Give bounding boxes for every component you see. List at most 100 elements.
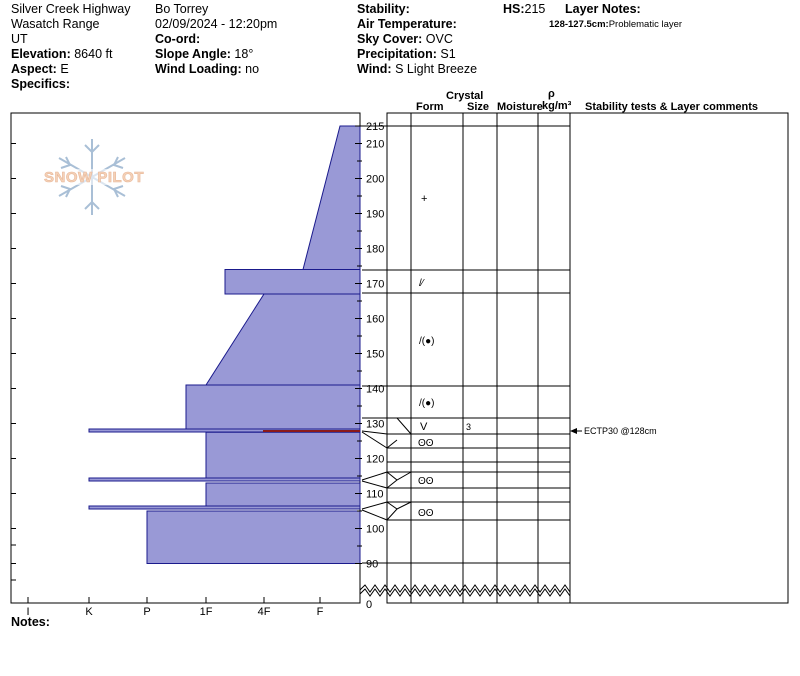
stability-label: Stability: bbox=[357, 2, 410, 16]
test-arrow-head bbox=[570, 428, 577, 434]
slope-angle-value: 18° bbox=[234, 47, 254, 61]
height-label: 190 bbox=[366, 209, 384, 221]
connector-line bbox=[361, 431, 388, 449]
mountain-range: Wasatch Range bbox=[11, 17, 100, 31]
crystal-forms: + /⁄ /(●) /(●) Vʘʘ ʘʘ ʘʘ bbox=[418, 193, 434, 519]
layer-note-depth: 128-127.5cm: bbox=[549, 19, 609, 30]
observation-datetime: 02/09/2024 - 12:20pm bbox=[155, 17, 278, 31]
test-label: ECTP30 @128cm bbox=[584, 426, 657, 436]
layer-row-lines bbox=[387, 125, 570, 564]
size-heading: Size bbox=[467, 101, 489, 113]
height-label: 160 bbox=[366, 314, 384, 326]
wind-loading-label: Wind Loading: bbox=[155, 62, 242, 76]
slope-angle-label: Slope Angle: bbox=[155, 47, 231, 61]
location-name: Silver Creek Highway bbox=[11, 2, 131, 16]
hs-value: 215 bbox=[524, 2, 546, 16]
precipitation-value: S1 bbox=[440, 47, 456, 61]
form-heading: Form bbox=[416, 101, 444, 113]
form-surface-hoar-icon: V bbox=[420, 421, 428, 433]
height-label: 180 bbox=[366, 244, 384, 256]
wind-label: Wind: bbox=[357, 62, 392, 76]
height-label: 150 bbox=[366, 349, 384, 361]
hardness-axis: I K P 1F 4F F bbox=[26, 597, 324, 618]
elevation: Elevation: 8640 ft bbox=[11, 47, 130, 62]
hardness-label: 1F bbox=[200, 606, 213, 618]
height-label: 110 bbox=[366, 489, 384, 501]
aspect: Aspect: E bbox=[11, 62, 130, 77]
form-melt-forms-icon: ʘʘ bbox=[418, 508, 434, 519]
comments-heading: Stability tests & Layer comments bbox=[585, 101, 758, 113]
layer-bar-5 bbox=[205, 431, 361, 480]
hardness-label: P bbox=[143, 606, 150, 618]
height-label: 90 bbox=[366, 559, 378, 571]
connector-line bbox=[361, 430, 388, 435]
connector-line bbox=[361, 509, 388, 521]
layer-bar-8 bbox=[88, 505, 361, 510]
layer-bar-2 bbox=[205, 293, 361, 386]
layer-bar-7 bbox=[205, 482, 361, 508]
connector-line bbox=[361, 480, 388, 489]
hardness-label: K bbox=[85, 606, 93, 618]
hardness-label: F bbox=[317, 606, 324, 618]
layer-notes-label: Layer Notes: bbox=[565, 2, 641, 16]
height-scale: 90 100 110 120 130 140 150 160 170 180 190 200 210 21… bbox=[355, 121, 384, 571]
elevation-label: Elevation: bbox=[11, 47, 71, 61]
form-decomposing-icon: /⁄ bbox=[419, 278, 425, 289]
specifics-label: Specifics: bbox=[11, 77, 71, 91]
snowflake-icon: SNOW PILOT bbox=[32, 139, 156, 215]
height-label: 140 bbox=[366, 384, 384, 396]
connector-line bbox=[361, 471, 388, 481]
aspect-label: Aspect: bbox=[11, 62, 57, 76]
scale-break-marks bbox=[359, 584, 571, 597]
aspect-value: E bbox=[60, 62, 69, 76]
connector-curve bbox=[386, 471, 412, 489]
layer-bar-9 bbox=[146, 510, 361, 564]
sky-cover-value: OVC bbox=[425, 32, 453, 46]
height-label: 210 bbox=[366, 139, 384, 151]
form-decomposing-rounds-icon: /(●) bbox=[419, 398, 434, 409]
hardness-layers bbox=[88, 125, 361, 564]
coord-label: Co-ord: bbox=[155, 32, 201, 46]
height-label: 170 bbox=[366, 279, 384, 291]
scale-break-zigzag bbox=[359, 588, 571, 597]
connector-line bbox=[361, 501, 388, 510]
grain-size-value: 3 bbox=[466, 422, 471, 432]
density-unit-heading: kg/m³ bbox=[542, 100, 572, 112]
layer-bar-1 bbox=[224, 269, 361, 295]
form-melt-forms-icon: ʘʘ bbox=[418, 438, 434, 449]
hs-label: HS: bbox=[503, 2, 525, 16]
connector-curve bbox=[386, 417, 412, 449]
form-precip-particles-icon: + bbox=[421, 193, 427, 205]
height-label: 130 bbox=[366, 419, 384, 431]
layer-connectors bbox=[361, 125, 412, 564]
height-label: 215 bbox=[366, 121, 384, 133]
crystal-heading: Crystal bbox=[446, 90, 483, 102]
wind-value: S Light Breeze bbox=[395, 62, 478, 76]
observer-name: Bo Torrey bbox=[155, 2, 209, 16]
left-height-ticks bbox=[11, 143, 16, 581]
height-label: 200 bbox=[366, 174, 384, 186]
base-height-label: 0 bbox=[366, 599, 372, 611]
layer-bar-3 bbox=[185, 384, 361, 431]
layer-note-text: Problematic layer bbox=[608, 19, 683, 30]
table-frame bbox=[386, 112, 789, 604]
scale-break-zigzag bbox=[359, 584, 571, 593]
hardness-label: I bbox=[26, 606, 29, 618]
sky-cover-label: Sky Cover: bbox=[357, 32, 423, 46]
wind-loading-value: no bbox=[245, 62, 260, 76]
rho-heading: ρ bbox=[548, 88, 555, 100]
connector-curve bbox=[386, 501, 412, 521]
form-melt-forms-icon: ʘʘ bbox=[418, 476, 434, 487]
precipitation-label: Precipitation: bbox=[357, 47, 437, 61]
elevation-value: 8640 ft bbox=[74, 47, 113, 61]
hardness-label: 4F bbox=[258, 606, 271, 618]
layer-bar-6 bbox=[88, 477, 361, 482]
air-temperature-label: Air Temperature: bbox=[357, 17, 457, 31]
layer-bar-0 bbox=[302, 125, 361, 270]
moisture-heading: Moisture bbox=[497, 101, 543, 113]
form-decomposing-rounds-icon: /(●) bbox=[419, 336, 434, 347]
stability-test-annotation: ECTP30 @128cm bbox=[570, 426, 657, 436]
layer-table bbox=[386, 112, 789, 604]
state: UT bbox=[11, 32, 28, 46]
